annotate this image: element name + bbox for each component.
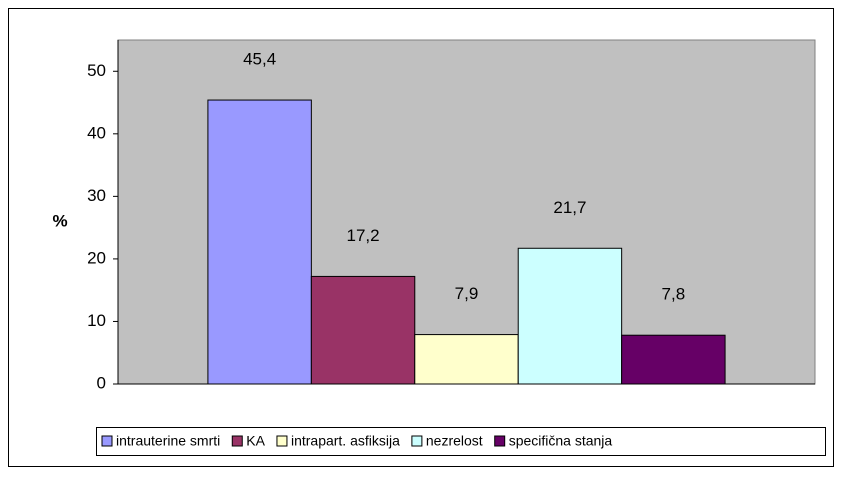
- legend-label: specifična stanja: [509, 433, 613, 449]
- legend-swatch: [494, 435, 506, 447]
- y-tick-label: 40: [87, 123, 106, 142]
- legend-swatch: [101, 435, 113, 447]
- bar: [517, 247, 623, 385]
- y-tick-label: 50: [87, 61, 106, 80]
- legend-label: nezrelost: [426, 433, 483, 449]
- data-label: 7,8: [662, 285, 686, 304]
- data-label: 17,2: [347, 226, 380, 245]
- bar: [207, 99, 312, 385]
- y-tick-label: 10: [87, 311, 106, 330]
- legend-label: KA: [246, 433, 265, 449]
- data-label: 7,9: [455, 284, 479, 303]
- legend: [96, 427, 826, 456]
- legend-swatch: [276, 435, 288, 447]
- y-axis-label: %: [52, 211, 67, 230]
- legend-swatch: [411, 435, 423, 447]
- y-tick-label: 0: [97, 373, 106, 392]
- bar: [310, 275, 416, 385]
- y-tick-label: 30: [87, 186, 106, 205]
- legend-label: intrapart. asfiksija: [291, 433, 400, 449]
- legend-swatch: [231, 435, 243, 447]
- data-label: 21,7: [553, 198, 586, 217]
- data-label: 45,4: [243, 50, 276, 69]
- bar: [414, 334, 519, 385]
- legend-label: intrauterine smrti: [116, 433, 220, 449]
- bar: [621, 334, 726, 385]
- y-tick-label: 20: [87, 248, 106, 267]
